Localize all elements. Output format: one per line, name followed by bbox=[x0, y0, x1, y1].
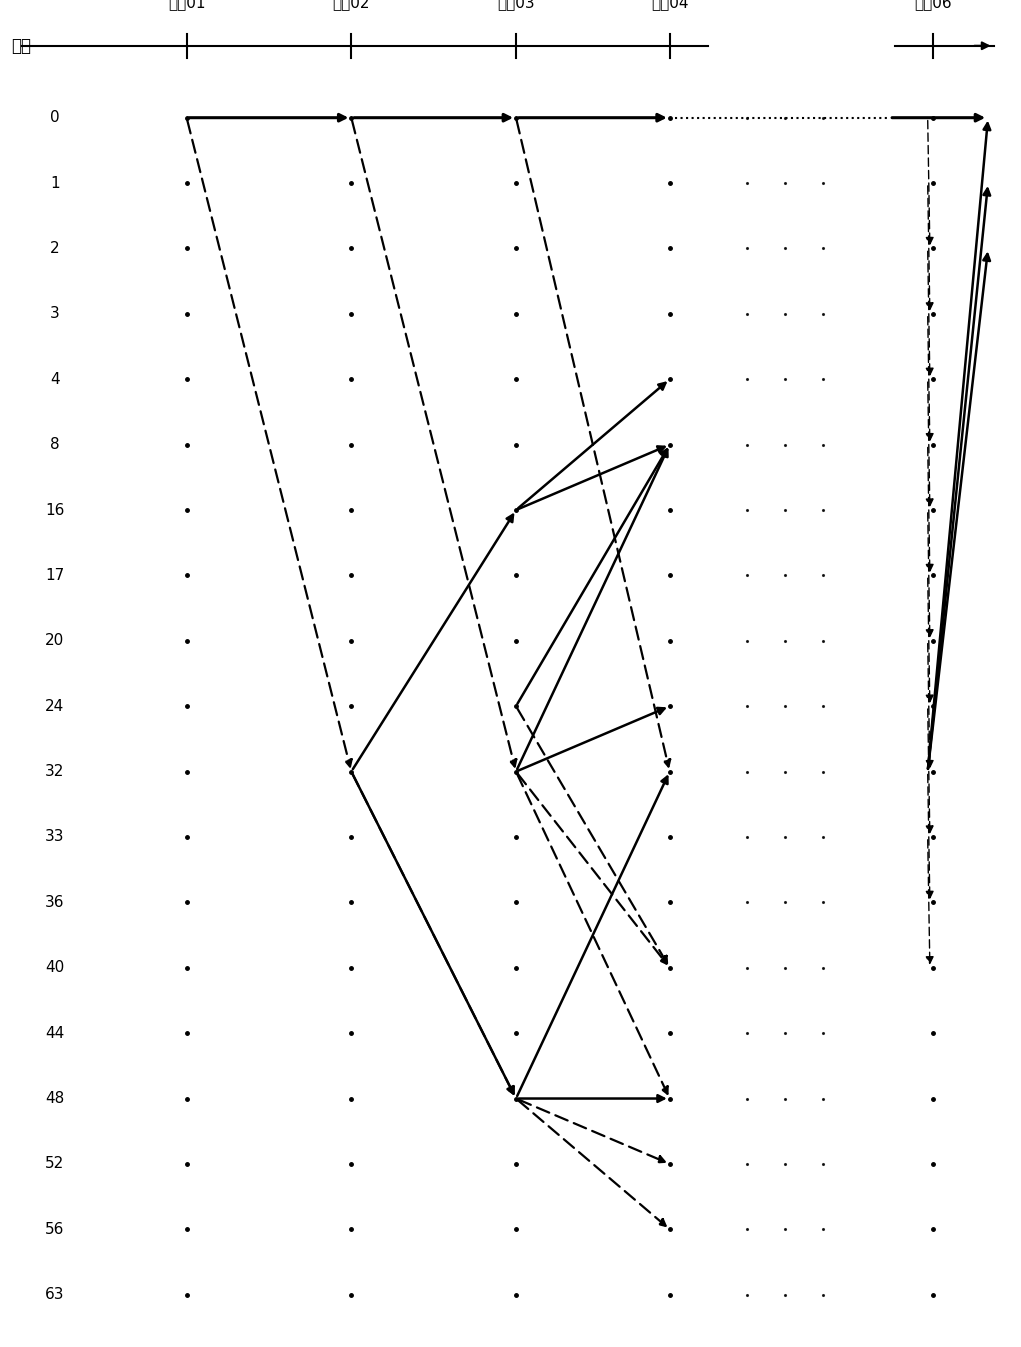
Text: 17: 17 bbox=[45, 568, 64, 583]
Text: 时刱03: 时刱03 bbox=[497, 0, 535, 9]
Text: 33: 33 bbox=[45, 830, 64, 845]
Text: 52: 52 bbox=[45, 1157, 64, 1172]
Text: 20: 20 bbox=[45, 633, 64, 648]
Text: 32: 32 bbox=[45, 764, 64, 779]
Text: 4: 4 bbox=[50, 372, 59, 387]
Text: 时刱04: 时刱04 bbox=[651, 0, 688, 9]
Text: 8: 8 bbox=[50, 438, 59, 453]
Text: 0: 0 bbox=[50, 110, 59, 125]
Text: 3: 3 bbox=[50, 306, 60, 322]
Text: 16: 16 bbox=[45, 502, 64, 517]
Text: 48: 48 bbox=[45, 1091, 64, 1106]
Text: 2: 2 bbox=[50, 241, 59, 256]
Text: 63: 63 bbox=[45, 1288, 64, 1303]
Text: 状态: 状态 bbox=[11, 36, 31, 55]
Text: 时刱02: 时刱02 bbox=[333, 0, 370, 9]
Text: 44: 44 bbox=[45, 1025, 64, 1041]
Text: 时刱01: 时刱01 bbox=[167, 0, 205, 9]
Text: 40: 40 bbox=[45, 960, 64, 975]
Text: 时刱06: 时刱06 bbox=[915, 0, 952, 9]
Text: 24: 24 bbox=[45, 699, 64, 714]
Text: 1: 1 bbox=[50, 175, 59, 190]
Text: 36: 36 bbox=[45, 894, 64, 909]
Text: 56: 56 bbox=[45, 1222, 64, 1237]
